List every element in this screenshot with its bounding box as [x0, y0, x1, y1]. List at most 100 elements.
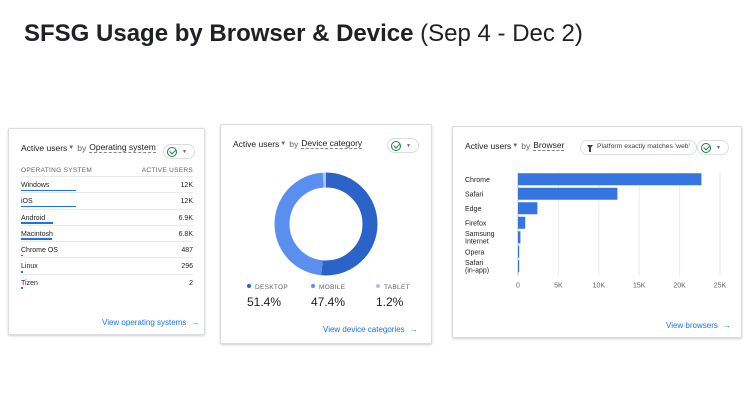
os-card-header: Active users ▼ by Operating system: [21, 142, 156, 153]
by-label: by: [289, 138, 299, 149]
bar-firefox[interactable]: [518, 216, 526, 229]
os-name: Linux: [21, 263, 38, 271]
view-operating-systems-link[interactable]: View operating systems →: [102, 318, 199, 327]
browser-bar-chart: 0 5K 10K 15K 20K 25K Chrome Safari Edge Firefox Sa…: [465, 172, 727, 290]
caret-down-icon[interactable]: ▼: [68, 144, 75, 151]
column-header-users: ACTIVE USERS: [141, 167, 193, 174]
legend-pct-mobile: 47.4%: [311, 295, 346, 309]
bar-safari[interactable]: [518, 187, 618, 200]
x-tick-label: 0: [516, 283, 520, 290]
platform-filter-chip[interactable]: Platform exactly matches 'web': [580, 140, 697, 155]
legend-dot-desktop: [247, 284, 251, 288]
x-tick-label: 5K: [554, 283, 563, 290]
check-circle-icon: [701, 142, 711, 153]
metric-selector[interactable]: Active users: [233, 138, 280, 149]
os-name: Android: [21, 214, 46, 222]
chevron-down-icon: ▼: [182, 148, 187, 155]
filter-icon: [587, 145, 593, 152]
device-donut-chart: [274, 172, 378, 276]
compare-chip[interactable]: ▼: [163, 144, 195, 159]
os-share-bar: [21, 222, 53, 224]
table-row[interactable]: Macintosh 6.8K: [21, 224, 193, 241]
chevron-down-icon: ▼: [716, 144, 721, 151]
os-active-users: 12K: [180, 182, 193, 189]
table-row[interactable]: Tizen 2: [21, 273, 193, 290]
category-label: Edge: [465, 206, 481, 213]
category-label: Safari: [465, 191, 484, 198]
link-label: View browsers: [666, 321, 718, 330]
os-active-users: 6.9K: [178, 214, 193, 222]
os-active-users: 6.8K: [178, 230, 193, 238]
os-card: Active users ▼ by Operating system ▼ OPE…: [8, 128, 205, 335]
bar-chrome[interactable]: [518, 173, 702, 186]
x-tick-label: 25K: [714, 283, 727, 290]
browser-card-header: Active users ▼ by Browser: [465, 140, 565, 151]
os-share-bar: [21, 270, 23, 273]
legend-pct-tablet: 1.2%: [376, 295, 404, 309]
column-header-os: OPERATING SYSTEM: [21, 167, 93, 174]
dimension-selector[interactable]: Device category: [301, 138, 363, 149]
compare-chip[interactable]: ▼: [387, 138, 419, 153]
os-active-users: 2: [189, 279, 193, 287]
caret-down-icon[interactable]: ▼: [512, 142, 519, 149]
category-label: Samsung Internet: [465, 231, 495, 246]
category-label: Opera: [465, 249, 485, 256]
metric-selector[interactable]: Active users: [465, 140, 512, 151]
category-label: Chrome: [465, 177, 490, 184]
page-title-range: (Sep 4 - Dec 2): [420, 20, 583, 47]
check-circle-icon: [391, 140, 401, 151]
view-device-categories-link[interactable]: View device categories →: [323, 325, 418, 334]
table-header: OPERATING SYSTEM ACTIVE USERS: [21, 167, 193, 174]
os-active-users: 487: [181, 247, 193, 255]
by-label: by: [77, 142, 87, 153]
bar-samsung-internet[interactable]: [518, 231, 521, 244]
category-label: Firefox: [465, 220, 487, 227]
os-share-bar: [21, 189, 77, 192]
legend-dot-mobile: [311, 284, 315, 288]
legend-label-desktop: DESKTOP: [255, 284, 289, 291]
os-name: Windows: [21, 182, 50, 189]
chevron-down-icon: ▼: [406, 142, 411, 149]
check-circle-icon: [167, 146, 177, 157]
table-row[interactable]: Windows 12K: [21, 176, 193, 192]
x-tick-label: 15K: [633, 283, 646, 290]
os-name: iOS: [21, 198, 33, 206]
x-tick-label: 10K: [593, 283, 606, 290]
link-label: View operating systems: [102, 318, 187, 327]
caret-down-icon[interactable]: ▼: [280, 140, 287, 147]
os-name: Tizen: [21, 279, 38, 287]
legend-dot-tablet: [376, 284, 380, 288]
legend-pct-desktop: 51.4%: [247, 295, 282, 309]
table-row[interactable]: Chrome OS 487: [21, 241, 193, 257]
arrow-right-icon: →: [191, 318, 200, 327]
bar-opera[interactable]: [518, 245, 520, 258]
link-label: View device categories: [323, 325, 405, 334]
category-label: Safari (in-app): [465, 260, 489, 275]
os-active-users: 12K: [180, 198, 193, 206]
legend-label-mobile: MOBILE: [319, 284, 346, 291]
dimension-selector[interactable]: Browser: [533, 140, 565, 151]
table-row[interactable]: Android 6.9K: [21, 208, 193, 225]
view-browsers-link[interactable]: View browsers →: [666, 321, 731, 330]
bar-safari-in-app[interactable]: [518, 260, 520, 273]
dimension-selector[interactable]: Operating system: [89, 142, 156, 153]
donut-slice-mobile[interactable]: [274, 172, 378, 276]
table-row[interactable]: Linux 296: [21, 257, 193, 273]
metric-selector[interactable]: Active users: [21, 142, 68, 153]
legend-tablet: TABLET 1.2%: [376, 284, 410, 309]
device-card: Active users ▼ by Device category ▼ DESK…: [220, 124, 432, 344]
os-share-bar: [21, 287, 23, 289]
donut-slice-tablet[interactable]: [274, 172, 378, 276]
os-share-bar: [21, 205, 76, 208]
os-share-bar: [21, 254, 24, 257]
os-active-users: 296: [181, 263, 193, 271]
table-row[interactable]: iOS 12K: [21, 192, 193, 208]
filter-label: Platform exactly matches 'web': [597, 143, 690, 150]
page-title: SFSG Usage by Browser & Device (Sep 4 - …: [24, 20, 583, 48]
legend-desktop: DESKTOP 51.4%: [247, 284, 288, 309]
os-table: Windows 12K iOS 12K Android 6.9K Macintosh 6.8K…: [21, 176, 193, 290]
bar-edge[interactable]: [518, 202, 538, 215]
compare-chip[interactable]: ▼: [697, 140, 729, 155]
device-card-header: Active users ▼ by Device category: [233, 138, 363, 149]
page-title-main: SFSG Usage by Browser & Device: [24, 20, 414, 47]
